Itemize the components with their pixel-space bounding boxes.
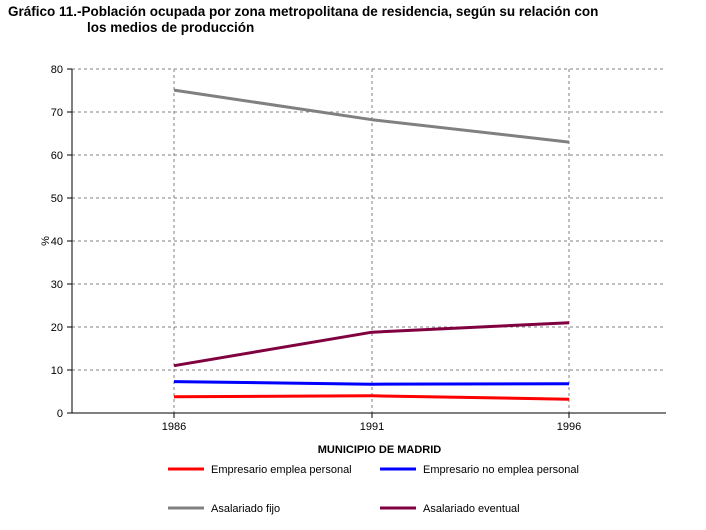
x-axis-label: MUNICIPIO DE MADRID [318,444,442,456]
y-tick-label: 0 [57,408,63,420]
chart-title-line-2: los medios de producción [87,20,255,35]
x-tick-label: 1986 [162,421,186,433]
y-tick-label: 50 [51,193,63,205]
series-lines [173,88,570,401]
legend-label: Empresario no emplea personal [423,464,579,476]
legend-label: Asalariado fijo [211,503,280,515]
series-line-2 [173,380,570,386]
y-tick-label: 10 [51,365,63,377]
y-tick-label: 60 [51,150,63,162]
y-tick-label: 80 [51,64,63,76]
legend-label: Empresario emplea personal [211,464,352,476]
chart-title: Gráfico 11.-Población ocupada por zona m… [8,4,698,36]
y-axis-ticks: 0 10 20 30 40 50 60 70 80 [51,64,72,420]
series-line-1 [173,394,570,401]
legend: Empresario emplea personal Empresario no … [168,464,579,515]
series-line-4 [173,321,570,368]
series-line-3 [173,88,570,144]
gridlines [72,68,666,413]
x-tick-label: 1991 [360,421,384,433]
chart-title-line-1: Gráfico 11.-Población ocupada por zona m… [8,4,599,19]
y-axis-label: % [40,236,52,246]
legend-label: Asalariado eventual [423,503,520,515]
y-tick-label: 40 [51,236,63,248]
y-tick-label: 30 [51,279,63,291]
x-axis-ticks: 1986 1991 1996 [162,413,581,433]
y-tick-label: 70 [51,107,63,119]
x-tick-label: 1996 [557,421,581,433]
y-tick-label: 20 [51,322,63,334]
